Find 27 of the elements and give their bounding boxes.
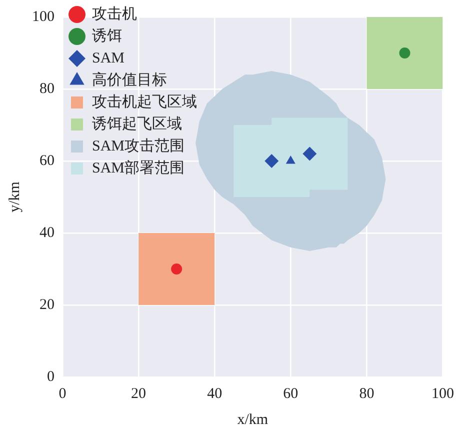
y-tick-label: 0 [47, 368, 54, 385]
y-tick-label: 100 [32, 8, 54, 25]
legend-label: 攻击机 [92, 5, 137, 22]
point [399, 48, 410, 58]
legend-label: SAM [92, 50, 125, 66]
legend-label: 诱饵起飞区域 [92, 115, 182, 132]
y-tick-label: 60 [40, 152, 54, 169]
point [302, 146, 317, 161]
point [264, 154, 279, 168]
y-tick-label: 40 [40, 224, 54, 241]
x-tick-label: 20 [131, 386, 146, 402]
y-axis-title: y/km [6, 181, 23, 212]
x-tick-label: 40 [207, 386, 222, 402]
x-tick-label: 100 [432, 386, 454, 402]
legend-label: 攻击机起飞区域 [92, 93, 197, 110]
point [286, 156, 296, 164]
x-tick-label: 60 [283, 386, 298, 402]
legend-label: 高价值目标 [92, 71, 167, 88]
y-tick-label: 20 [40, 296, 54, 313]
legend-label: 诱饵 [92, 27, 122, 44]
x-tick-label: 80 [359, 386, 374, 402]
legend-label: SAM部署范围 [92, 159, 185, 176]
legend-label: SAM攻击范围 [92, 137, 185, 154]
point [171, 264, 182, 274]
y-tick-label: 80 [40, 80, 54, 97]
x-tick-label: 0 [58, 386, 66, 402]
x-axis-title: x/km [237, 412, 268, 428]
